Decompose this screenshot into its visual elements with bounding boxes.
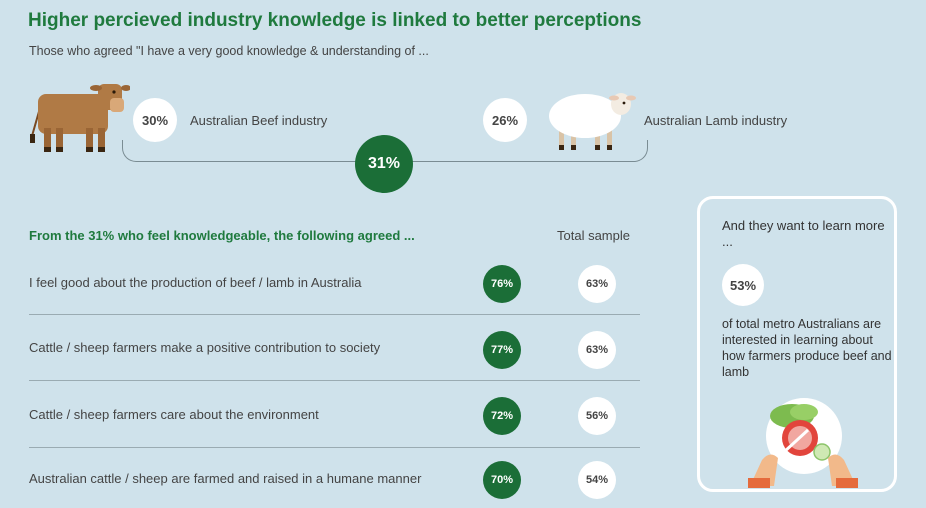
knowledgeable-percent-badge: 70% <box>483 461 521 499</box>
beef-industry-label: Australian Beef industry <box>190 113 328 128</box>
beef-percent-badge: 30% <box>133 98 177 142</box>
knowledgeable-percent-badge: 76% <box>483 265 521 303</box>
table-row-statement: Cattle / sheep farmers make a positive c… <box>29 340 381 355</box>
total-sample-percent-badge: 63% <box>578 331 616 369</box>
table-row-statement: Australian cattle / sheep are farmed and… <box>29 471 422 486</box>
knowledgeable-percent-badge: 72% <box>483 397 521 435</box>
meal-plate-icon <box>748 398 858 488</box>
table-header-knowledgeable: From the 31% who feel knowledgeable, the… <box>29 228 415 243</box>
lamb-percent-badge: 26% <box>483 98 527 142</box>
row-divider <box>29 447 640 448</box>
cow-icon <box>30 84 130 152</box>
table-row-statement: I feel good about the production of beef… <box>29 275 362 290</box>
table-header-total-sample: Total sample <box>557 228 630 243</box>
combined-percent-badge: 31% <box>355 135 413 193</box>
row-divider <box>29 380 640 381</box>
total-sample-percent-badge: 63% <box>578 265 616 303</box>
knowledgeable-percent-badge: 77% <box>483 331 521 369</box>
total-sample-percent-badge: 56% <box>578 397 616 435</box>
learn-more-body: of total metro Australians are intereste… <box>722 317 892 379</box>
lamb-industry-label: Australian Lamb industry <box>644 113 788 128</box>
learn-more-percent-badge: 53% <box>722 264 764 306</box>
page-subtitle: Those who agreed "I have a very good kno… <box>29 44 429 58</box>
table-row-statement: Cattle / sheep farmers care about the en… <box>29 407 319 422</box>
row-divider <box>29 314 640 315</box>
page-title: Higher percieved industry knowledge is l… <box>28 10 642 31</box>
learn-more-heading: And they want to learn more ... <box>722 218 885 249</box>
sheep-icon <box>549 93 636 150</box>
total-sample-percent-badge: 54% <box>578 461 616 499</box>
learn-more-card <box>697 196 897 492</box>
